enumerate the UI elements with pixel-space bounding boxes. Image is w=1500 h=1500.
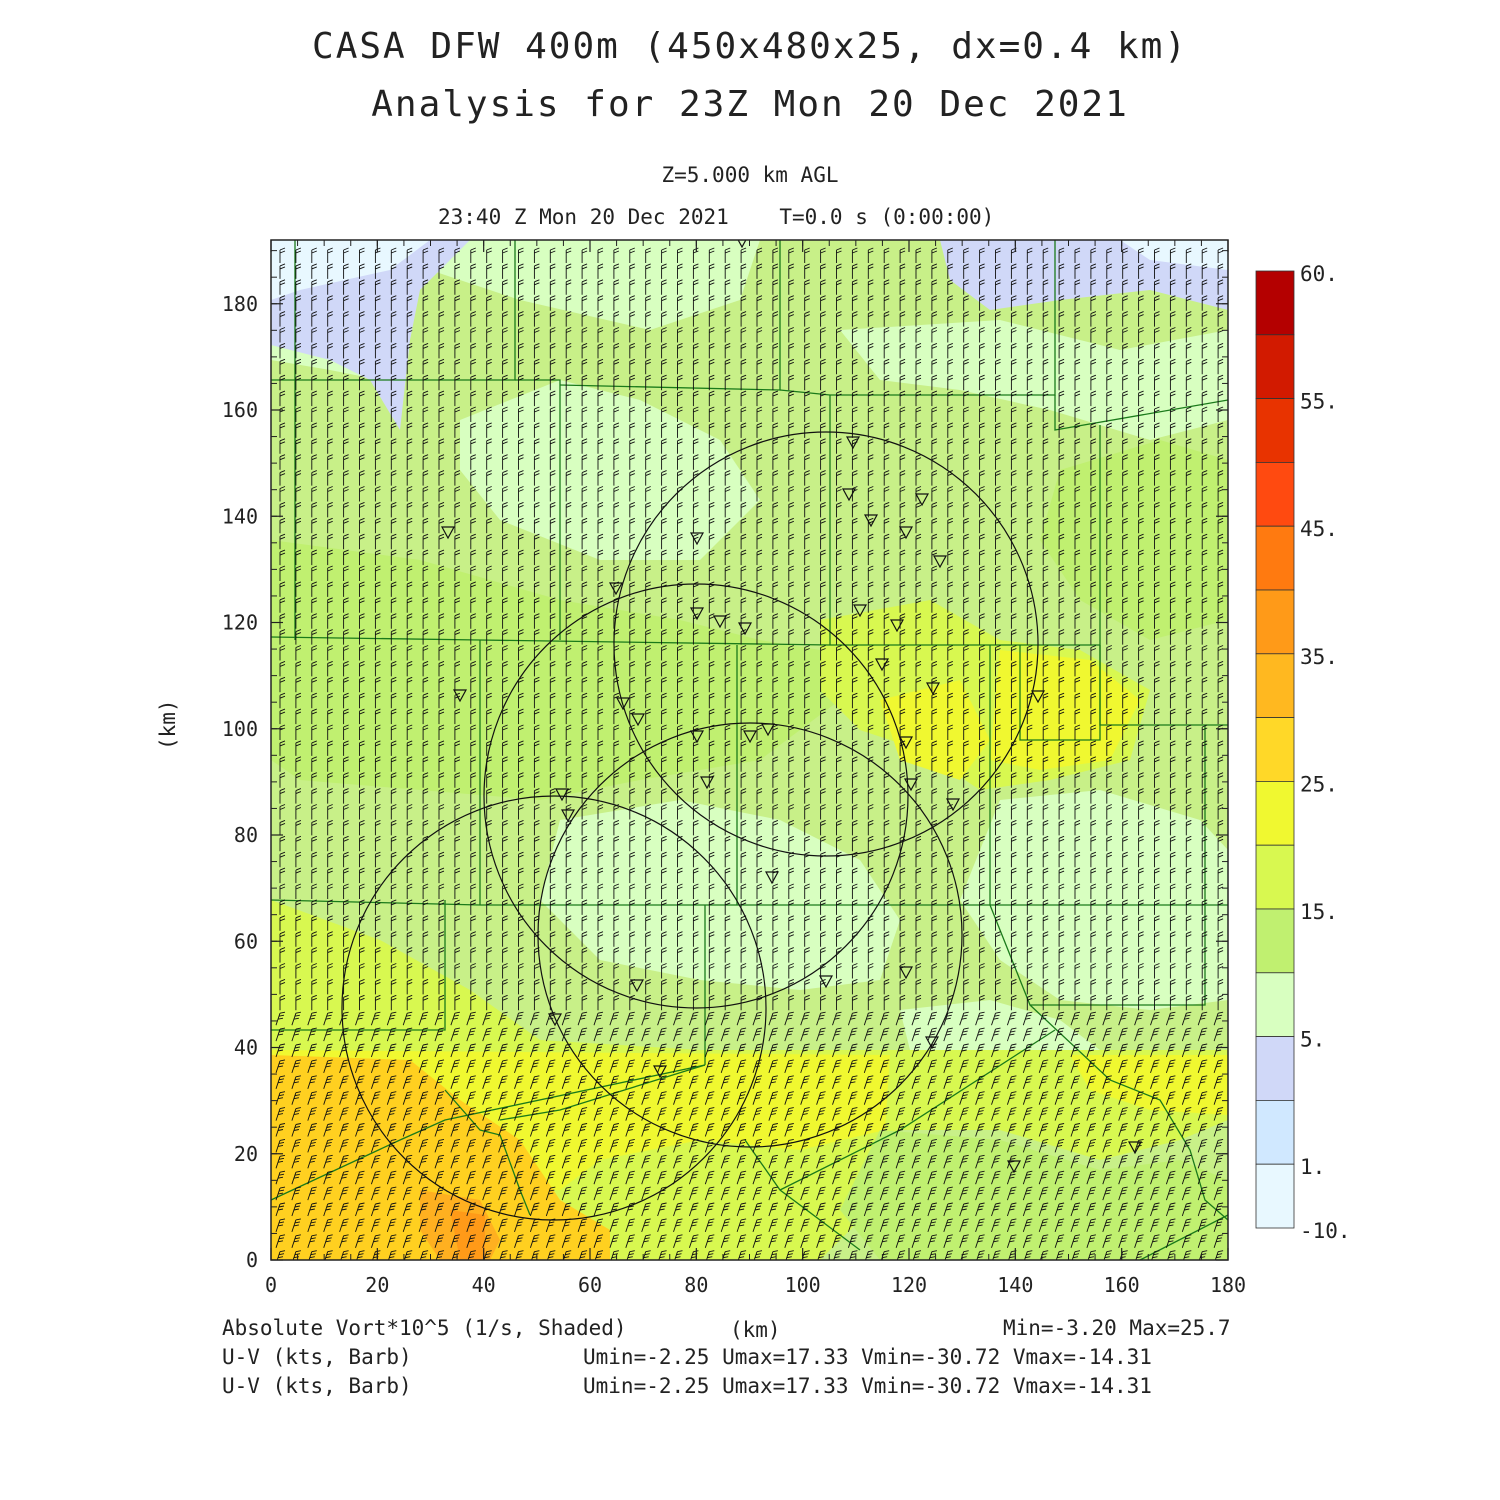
radar-range-rings — [341, 431, 1039, 1221]
y-tick-label: 20 — [234, 1142, 258, 1166]
barb-label-1: U-V (kts, Barb) — [222, 1345, 412, 1369]
barb-stats-1: Umin=-2.25 Umax=17.33 Vmin=-30.72 Vmax=-… — [583, 1345, 1152, 1369]
colorbar-swatch — [1255, 908, 1295, 974]
y-tick-label: 180 — [222, 292, 258, 316]
colorbar-label: 5. — [1300, 1028, 1325, 1052]
colorbar-swatch — [1255, 461, 1295, 527]
x-tick-label: 0 — [265, 1273, 277, 1297]
vorticity-field-shading — [271, 240, 1228, 1260]
y-tick-label: 100 — [222, 717, 258, 741]
y-tick-label: 0 — [246, 1248, 258, 1272]
title-line-2: Analysis for 23Z Mon 20 Dec 2021 — [371, 84, 1129, 125]
y-axis-label: (km) — [156, 699, 180, 750]
valid-time-label: 23:40 Z Mon 20 Dec 2021 T=0.0 s (0:00:00… — [438, 205, 995, 229]
title-line-1: CASA DFW 400m (450x480x25, dx=0.4 km) — [312, 26, 1188, 67]
colorbar-swatch — [1255, 1100, 1295, 1165]
x-tick-label: 140 — [997, 1273, 1033, 1297]
x-axis-label: (km) — [730, 1318, 781, 1342]
colorbar-label: 55. — [1300, 390, 1338, 414]
wind-barbs — [275, 247, 1224, 1260]
min-max-label: Min=-3.20 Max=25.7 — [1003, 1316, 1231, 1340]
x-tick-label: 60 — [578, 1273, 602, 1297]
colorbar: 60. 55. 45. 35. 25. 15. 5. 1. -10. — [1255, 262, 1351, 1243]
colorbar-label: -10. — [1300, 1219, 1351, 1243]
y-tick-label: 60 — [234, 929, 258, 953]
colorbar-label: 60. — [1300, 262, 1338, 286]
colorbar-swatch — [1255, 1163, 1295, 1229]
colorbar-label: 25. — [1300, 772, 1338, 796]
colorbar-label: 35. — [1300, 645, 1338, 669]
colorbar-swatch — [1255, 781, 1295, 846]
barb-label-2: U-V (kts, Barb) — [222, 1374, 412, 1398]
x-tick-label: 80 — [684, 1273, 708, 1297]
y-tick-label: 160 — [222, 398, 258, 422]
colorbar-swatch — [1255, 844, 1295, 910]
colorbar-swatch — [1255, 270, 1295, 336]
y-tick-label: 120 — [222, 611, 258, 635]
colorbar-swatch — [1255, 334, 1295, 399]
colorbar-swatch — [1255, 972, 1295, 1037]
x-axis: 0 20 40 60 80 100 120 140 160 180 — [265, 240, 1246, 1297]
x-tick-label: 160 — [1104, 1273, 1140, 1297]
y-axis: 0 20 40 60 80 100 120 140 160 180 — [222, 250, 1228, 1272]
colorbar-label: 15. — [1300, 900, 1338, 924]
x-tick-label: 120 — [891, 1273, 927, 1297]
station-markers — [440, 240, 1143, 1174]
y-tick-label: 140 — [222, 504, 258, 528]
colorbar-label: 45. — [1300, 517, 1338, 541]
x-tick-label: 180 — [1210, 1273, 1246, 1297]
colorbar-swatch — [1255, 398, 1295, 463]
x-tick-label: 20 — [365, 1273, 389, 1297]
field-label: Absolute Vort*10^5 (1/s, Shaded) — [222, 1316, 627, 1340]
x-tick-label: 100 — [785, 1273, 821, 1297]
colorbar-swatch — [1255, 717, 1295, 782]
x-tick-label: 40 — [472, 1273, 496, 1297]
colorbar-swatch — [1255, 1036, 1295, 1101]
y-tick-label: 80 — [234, 823, 258, 847]
colorbar-swatch — [1255, 589, 1295, 655]
level-label: Z=5.000 km AGL — [661, 163, 839, 187]
colorbar-swatch — [1255, 525, 1295, 591]
colorbar-swatch — [1255, 653, 1295, 718]
colorbar-label: 1. — [1300, 1155, 1325, 1179]
barb-stats-2: Umin=-2.25 Umax=17.33 Vmin=-30.72 Vmax=-… — [583, 1374, 1152, 1398]
y-tick-label: 40 — [234, 1036, 258, 1060]
